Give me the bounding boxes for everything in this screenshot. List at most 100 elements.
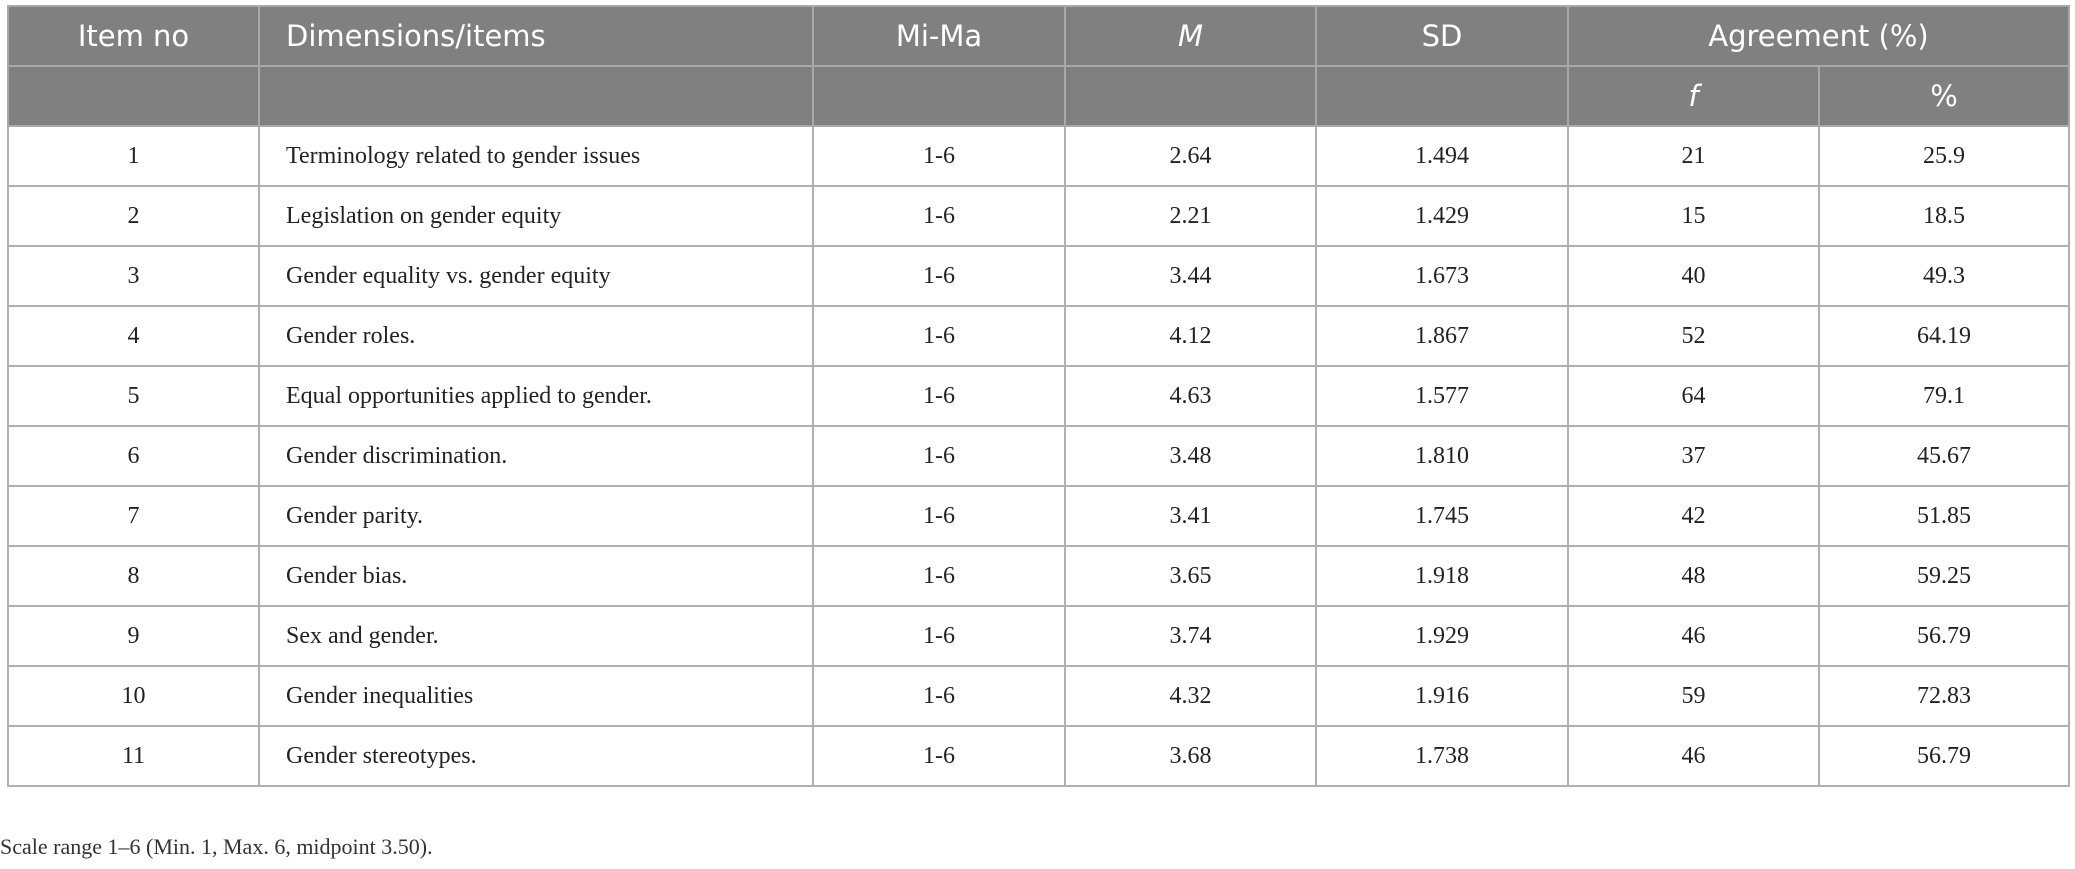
table-cell: 3.74 (1064, 605, 1317, 667)
table-cell: 3.68 (1064, 725, 1317, 787)
header-cell: Mi-Ma (812, 5, 1066, 67)
table-cell: 49.3 (1818, 245, 2070, 307)
table-cell: 48 (1567, 545, 1820, 607)
table-cell: 42 (1567, 485, 1820, 547)
table-cell: 1-6 (812, 185, 1066, 247)
table-cell: 3 (7, 245, 260, 307)
table-cell: 8 (7, 545, 260, 607)
table-cell: Equal opportunities applied to gender. (258, 365, 814, 427)
table-cell: 56.79 (1818, 725, 2070, 787)
table-cell: Gender bias. (258, 545, 814, 607)
header-cell: f (1567, 65, 1820, 127)
table-body: 1 Terminology related to gender issues 1-6… (7, 125, 2070, 787)
table-cell: 79.1 (1818, 365, 2070, 427)
table-cell: 1-6 (812, 485, 1066, 547)
table-cell: 3.41 (1064, 485, 1317, 547)
table-cell: 2.21 (1064, 185, 1317, 247)
table-cell: 59 (1567, 665, 1820, 727)
table-cell: 1.738 (1315, 725, 1569, 787)
table-cell: 64 (1567, 365, 1820, 427)
table-cell: 4 (7, 305, 260, 367)
table-cell: 1.810 (1315, 425, 1569, 487)
table-cell: 10 (7, 665, 260, 727)
table-cell: 9 (7, 605, 260, 667)
table-cell: 4.32 (1064, 665, 1317, 727)
table-cell: 1-6 (812, 725, 1066, 787)
table-cell: 56.79 (1818, 605, 2070, 667)
table-row: 7 Gender parity. 1-6 3.41 1.745 42 51.85 (7, 485, 2070, 547)
table-cell: Gender roles. (258, 305, 814, 367)
table-cell: 51.85 (1818, 485, 2070, 547)
table-cell: 72.83 (1818, 665, 2070, 727)
table-cell: 1-6 (812, 425, 1066, 487)
table-cell: Gender stereotypes. (258, 725, 814, 787)
header-cell: SD (1315, 5, 1569, 67)
table-cell: 52 (1567, 305, 1820, 367)
table-cell: 64.19 (1818, 305, 2070, 367)
table-cell: 2.64 (1064, 125, 1317, 187)
table-cell: 1.916 (1315, 665, 1569, 727)
table-row: 4 Gender roles. 1-6 4.12 1.867 52 64.19 (7, 305, 2070, 367)
table-cell: 45.67 (1818, 425, 2070, 487)
table-cell: Gender parity. (258, 485, 814, 547)
table-cell: 1.867 (1315, 305, 1569, 367)
table-cell: 25.9 (1818, 125, 2070, 187)
table-cell: 46 (1567, 725, 1820, 787)
table-cell: 4.12 (1064, 305, 1317, 367)
table-container: Item no Dimensions/items Mi-Ma M SD Agre… (7, 5, 2070, 787)
table-cell: 1.918 (1315, 545, 1569, 607)
table-cell: 11 (7, 725, 260, 787)
table-cell: Terminology related to gender issues (258, 125, 814, 187)
table-cell: 6 (7, 425, 260, 487)
header-cell: Item no (7, 5, 260, 67)
table-row: 6 Gender discrimination. 1-6 3.48 1.810 37 45.… (7, 425, 2070, 487)
table-cell: 1.494 (1315, 125, 1569, 187)
footnote: Scale range 1–6 (Min. 1, Max. 6, midpoin… (0, 834, 433, 859)
table-cell: 1-6 (812, 125, 1066, 187)
table-cell: Gender inequalities (258, 665, 814, 727)
table-cell: 2 (7, 185, 260, 247)
header-cell (1064, 65, 1317, 127)
table-cell: 1-6 (812, 245, 1066, 307)
table: Item no Dimensions/items Mi-Ma M SD Agre… (7, 5, 2070, 787)
table-cell: 1-6 (812, 305, 1066, 367)
header-cell (7, 65, 260, 127)
table-cell: 15 (1567, 185, 1820, 247)
table-cell: 3.48 (1064, 425, 1317, 487)
table-cell: 59.25 (1818, 545, 2070, 607)
table-cell: 1.577 (1315, 365, 1569, 427)
table-cell: 1-6 (812, 665, 1066, 727)
header-cell: M (1064, 5, 1317, 67)
table-cell: 7 (7, 485, 260, 547)
table-cell: 37 (1567, 425, 1820, 487)
table-cell: Gender equality vs. gender equity (258, 245, 814, 307)
header-cell (812, 65, 1066, 127)
table-row: 11 Gender stereotypes. 1-6 3.68 1.738 46 56.79 (7, 725, 2070, 787)
table-row: 1 Terminology related to gender issues 1-6… (7, 125, 2070, 187)
table-cell: Gender discrimination. (258, 425, 814, 487)
header-cell: Dimensions/items (258, 5, 814, 67)
table-cell: 46 (1567, 605, 1820, 667)
table-cell: 1.745 (1315, 485, 1569, 547)
table-cell: 3.65 (1064, 545, 1317, 607)
table-cell: 1.673 (1315, 245, 1569, 307)
header-cell (1315, 65, 1569, 127)
table-cell: 1 (7, 125, 260, 187)
table-cell: Legislation on gender equity (258, 185, 814, 247)
table-cell: 4.63 (1064, 365, 1317, 427)
table-row: 3 Gender equality vs. gender equity 1-6 3.4… (7, 245, 2070, 307)
table-cell: 1.429 (1315, 185, 1569, 247)
header-row: Item no Dimensions/items Mi-Ma M SD Agre… (7, 5, 2070, 67)
table-cell: 1.929 (1315, 605, 1569, 667)
header-cell: Agreement (%) (1567, 5, 2070, 67)
table-row: 2 Legislation on gender equity 1-6 2.21 1.42… (7, 185, 2070, 247)
table-cell: 1-6 (812, 605, 1066, 667)
table-row: 8 Gender bias. 1-6 3.65 1.918 48 59.25 (7, 545, 2070, 607)
table-row: 10 Gender inequalities 1-6 4.32 1.916 59 72.83 (7, 665, 2070, 727)
table-cell: Sex and gender. (258, 605, 814, 667)
header-cell (258, 65, 814, 127)
table-cell: 1-6 (812, 545, 1066, 607)
table-cell: 3.44 (1064, 245, 1317, 307)
table-cell: 40 (1567, 245, 1820, 307)
